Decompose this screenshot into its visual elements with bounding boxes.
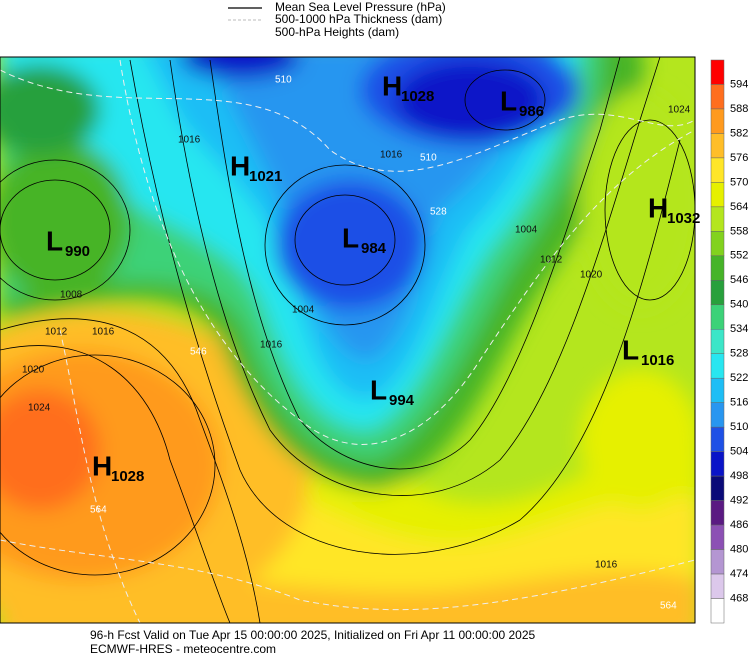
legend-text: 500-1000 hPa Thickness (dam): [275, 12, 442, 26]
system-letter: H: [648, 192, 668, 223]
system-value: 1021: [249, 168, 282, 185]
contour-label: 1016: [595, 560, 618, 571]
colorbar-label: 564: [730, 201, 748, 213]
colorbar-box: [710, 598, 725, 624]
colorbar-label: 546: [730, 274, 748, 286]
contour-label: 564: [660, 601, 677, 612]
map-frame: [0, 56, 696, 624]
contour-label: 1004: [292, 305, 315, 316]
colorbar-box: [710, 231, 725, 257]
colorbar-box: [710, 280, 725, 306]
colorbar-label: 594: [730, 78, 748, 90]
system-letter: H: [92, 450, 112, 481]
contour-label: 1012: [45, 327, 68, 338]
contour-labels: 510 510 528 546 564 564 1016 1008 1012 1016 1020 10…: [22, 75, 691, 612]
system-letter: L: [622, 334, 639, 365]
system-value: 1028: [111, 468, 144, 485]
colorbar-box: [710, 549, 725, 575]
legend-text: Mean Sea Level Pressure (hPa): [275, 0, 446, 14]
system-letter: H: [230, 150, 250, 181]
contour-label: 564: [90, 505, 107, 516]
contour-label: 1008: [60, 290, 83, 301]
colorbar-box: [710, 377, 725, 403]
system-letter: L: [500, 85, 517, 116]
colorbar-box: [710, 524, 725, 550]
colorbar-box: [710, 304, 725, 330]
footer-text: ECMWF-HRES - meteocentre.com: [90, 642, 276, 656]
colorbar-label: 528: [730, 348, 748, 360]
footer-text: 96-h Fcst Valid on Tue Apr 15 00:00:00 2…: [90, 628, 536, 642]
colorbar-box: [710, 402, 725, 428]
colorbar-box: [710, 329, 725, 354]
colorbar-label: 582: [730, 127, 748, 139]
system-value: 1028: [401, 88, 434, 105]
contour-label: 1020: [580, 270, 603, 281]
colorbar-box: [710, 426, 725, 452]
legend-text: 500-hPa Heights (dam): [275, 25, 399, 39]
colorbar-label: 552: [730, 250, 748, 262]
contour-label: 1016: [260, 340, 283, 351]
colorbar-box: [710, 353, 725, 379]
colorbar-box: [710, 475, 725, 501]
system-letter: L: [370, 374, 387, 405]
contour-label: 546: [190, 347, 207, 358]
system-letter: L: [46, 225, 63, 256]
colorbar-label: 540: [730, 299, 748, 311]
contour-label: 510: [275, 75, 292, 86]
colorbar-label: 468: [730, 592, 748, 604]
contour-label: 1024: [28, 403, 51, 414]
system-value: 984: [361, 240, 387, 257]
colorbar-box: [710, 500, 725, 526]
contour-label: 1004: [515, 225, 538, 236]
system-value: 986: [519, 103, 544, 120]
contour-label: 1016: [380, 150, 403, 161]
colorbar-box: [710, 573, 725, 599]
colorbar-box: [710, 108, 725, 134]
colorbar-label: 588: [730, 103, 748, 115]
colorbar-box: [710, 255, 725, 281]
colorbar-box: [710, 157, 725, 183]
colorbar-label: 534: [730, 323, 748, 335]
colorbar-label: 498: [730, 470, 748, 482]
colorbar-label: 486: [730, 519, 748, 531]
contour-label: 1012: [540, 255, 563, 266]
colorbar-label: 504: [730, 446, 748, 458]
contour-label: 528: [430, 207, 447, 218]
colorbar-label: 474: [730, 568, 748, 580]
colorbar-label: 570: [730, 176, 748, 188]
map: [0, 57, 695, 623]
system-value: 1016: [641, 352, 674, 369]
colorbar-label: 516: [730, 397, 748, 409]
colorbar-box: [710, 182, 725, 208]
colorbar-label: 480: [730, 543, 748, 555]
system-value: 994: [389, 392, 415, 409]
colorbar-label: 558: [730, 225, 748, 237]
contour-label: 1020: [22, 365, 45, 376]
system-letter: H: [382, 70, 402, 101]
colorbar: 594 588 582 576 570 564 558 552 546 540 534 528 522 5…: [710, 59, 748, 624]
colorbar-label: 576: [730, 152, 748, 164]
colorbar-label: 510: [730, 421, 748, 433]
system-value: 990: [65, 243, 90, 260]
contour-label: 1024: [668, 105, 691, 116]
system-letter: L: [342, 222, 359, 253]
colorbar-box: [710, 133, 725, 159]
colorbar-box: [710, 59, 725, 85]
colorbar-box: [710, 84, 725, 110]
colorbar-box: [710, 451, 725, 477]
colorbar-label: 492: [730, 495, 748, 507]
contour-label: 510: [420, 153, 437, 164]
system-value: 1032: [667, 210, 700, 227]
contour-label: 1016: [92, 327, 115, 338]
colorbar-box: [710, 206, 725, 232]
colorbar-label: 522: [730, 372, 748, 384]
contour-label: 1016: [178, 135, 201, 146]
